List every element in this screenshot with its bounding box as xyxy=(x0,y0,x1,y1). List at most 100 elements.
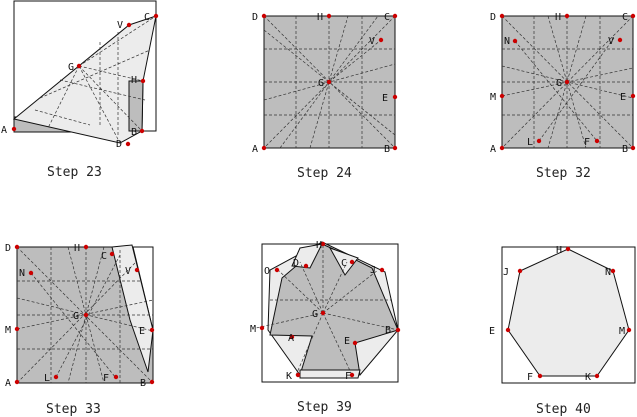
point-b-marker xyxy=(395,327,401,333)
point-d-label: D xyxy=(252,12,258,23)
point-m-marker xyxy=(499,93,505,99)
point-g-marker xyxy=(564,79,570,85)
crease-line xyxy=(59,79,146,101)
point-a-label: A xyxy=(1,125,7,136)
point-d-label: D xyxy=(116,139,122,150)
crease-line xyxy=(55,254,121,378)
point-a-marker xyxy=(14,379,20,385)
point-j-marker xyxy=(379,267,385,273)
point-n-label: N xyxy=(504,36,510,47)
crease-line xyxy=(299,261,324,314)
point-k-label: K xyxy=(585,372,591,383)
step-caption: Step 32 xyxy=(536,166,591,181)
point-h-label: H xyxy=(555,12,561,23)
point-a-marker xyxy=(261,145,267,151)
crease-line xyxy=(47,65,80,129)
point-g-marker xyxy=(320,310,326,316)
point-l-marker xyxy=(536,138,542,144)
point-v-label: V xyxy=(608,36,614,47)
point-o-label: O xyxy=(264,266,270,277)
point-b-label: B xyxy=(622,144,628,155)
point-d-marker xyxy=(14,244,20,250)
point-e-label: E xyxy=(489,326,495,337)
point-m-marker xyxy=(626,327,632,333)
point-j-label: J xyxy=(503,267,509,278)
point-h-label: H xyxy=(316,240,322,251)
reference-points: E F H J K M N xyxy=(489,245,632,383)
crease-line xyxy=(328,39,382,83)
point-c-label: C xyxy=(341,258,347,269)
crease-line xyxy=(78,15,157,67)
point-a-label: A xyxy=(490,144,496,155)
point-v-label: V xyxy=(125,266,131,277)
crease-line xyxy=(39,49,151,99)
point-h-marker xyxy=(83,244,89,250)
crease-line xyxy=(277,269,324,314)
step-caption: Step 24 xyxy=(297,166,352,181)
point-b-label: B xyxy=(131,127,137,138)
point-e-marker xyxy=(630,93,636,99)
point-g-marker xyxy=(76,63,82,69)
crease-line xyxy=(322,312,399,331)
point-c-marker xyxy=(630,13,636,19)
point-f-marker xyxy=(113,374,119,380)
point-g-label: G xyxy=(73,311,79,322)
panel-step-33: A B C D E F G H L M N V Step 33 xyxy=(5,243,155,417)
point-l-label: L xyxy=(44,373,50,384)
point-c-marker xyxy=(349,259,355,265)
crease-line xyxy=(322,269,379,314)
point-e-marker xyxy=(149,327,155,333)
step-caption: Step 33 xyxy=(46,402,101,417)
point-b-marker xyxy=(392,145,398,151)
point-m-marker xyxy=(259,325,265,331)
reference-points: A B C D E G H V xyxy=(252,12,398,155)
point-b-label: B xyxy=(384,144,390,155)
point-v-label: V xyxy=(369,36,375,47)
crease-line xyxy=(16,262,136,384)
point-j-marker xyxy=(517,268,523,274)
point-c-label: C xyxy=(384,12,390,23)
top-left-flap xyxy=(291,243,323,269)
paper-frame xyxy=(261,243,399,383)
crease-line xyxy=(78,65,121,144)
point-e-marker xyxy=(352,340,358,346)
point-d-label: D xyxy=(5,243,11,254)
point-h-marker xyxy=(326,13,332,19)
paper-edge-strip xyxy=(128,80,144,132)
point-n-label: N xyxy=(605,267,611,278)
crease-line xyxy=(16,299,154,330)
point-d-label: D xyxy=(490,12,496,23)
point-v-marker xyxy=(126,22,132,28)
point-e-label: E xyxy=(344,336,350,347)
point-h-label: H xyxy=(131,75,137,86)
point-o-marker xyxy=(274,267,280,273)
heptagon-shape xyxy=(507,248,630,377)
point-a-marker xyxy=(11,126,17,132)
point-b-marker xyxy=(139,128,145,134)
panel-step-23: A B C D G H V Step 23 xyxy=(1,0,159,180)
point-k-label: K xyxy=(286,371,292,382)
step-caption: Step 23 xyxy=(47,165,102,180)
panel-step-32: A B C D E F G H L M N V Step 32 xyxy=(490,12,636,181)
crease-line xyxy=(547,15,587,149)
point-d-marker xyxy=(303,263,309,269)
point-g-label: G xyxy=(556,78,562,89)
point-a-label: A xyxy=(288,333,294,344)
point-c-label: C xyxy=(144,12,150,23)
point-n-marker xyxy=(512,38,518,44)
point-m-label: M xyxy=(619,326,625,337)
crease-line xyxy=(547,15,587,149)
point-a-label: A xyxy=(252,144,258,155)
point-m-label: M xyxy=(5,325,11,336)
panel-step-39: A B C D E F G H J K M O Step 39 xyxy=(250,240,401,415)
point-g-marker xyxy=(83,312,89,318)
crease-lines xyxy=(255,246,399,376)
crease-line xyxy=(295,312,324,376)
point-v-marker xyxy=(134,267,140,273)
point-c-marker xyxy=(392,13,398,19)
point-h-label: H xyxy=(317,12,323,23)
point-f-label: F xyxy=(345,371,351,382)
point-g-marker xyxy=(326,79,332,85)
point-b-label: B xyxy=(140,378,146,389)
point-a-marker xyxy=(289,334,295,340)
